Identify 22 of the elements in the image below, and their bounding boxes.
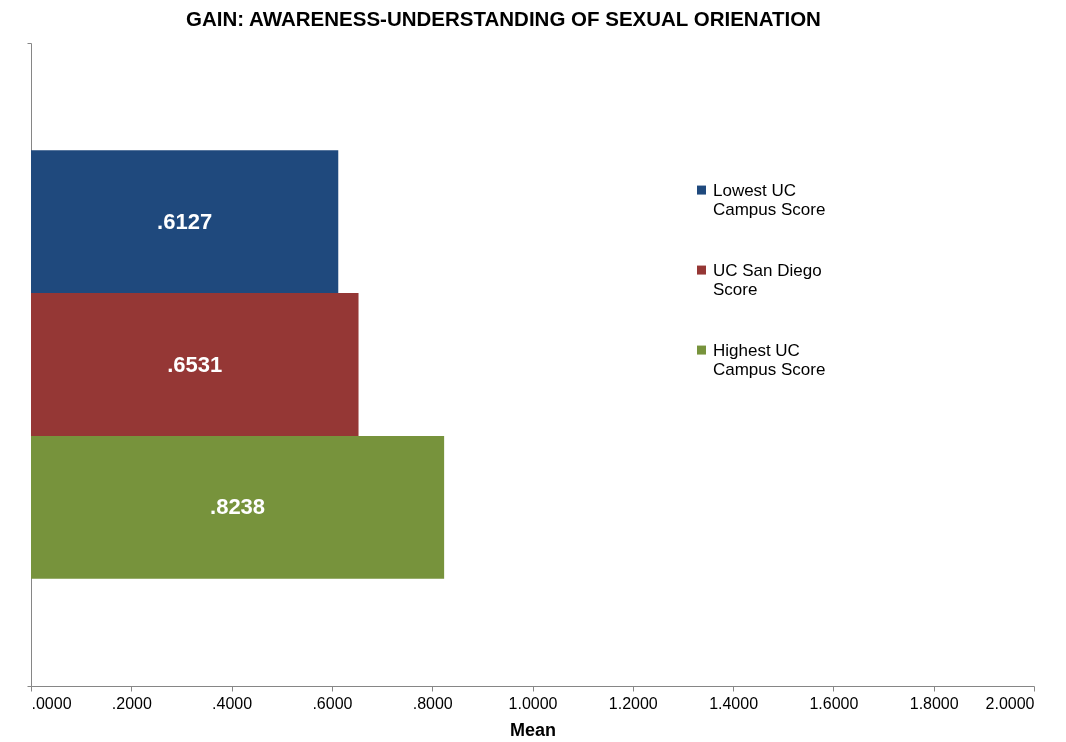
bar bbox=[31, 435, 445, 579]
legend-label: Highest UC Campus Score bbox=[712, 341, 826, 380]
x-tick-label: .6000 bbox=[312, 694, 353, 712]
data-label: .6127 bbox=[157, 208, 213, 234]
legend-label: UC San Diego Score bbox=[712, 261, 822, 300]
x-tick-label: .2000 bbox=[111, 694, 152, 712]
bar bbox=[31, 150, 339, 294]
x-axis-title: Mean bbox=[509, 719, 557, 740]
x-tick-label: .8000 bbox=[412, 694, 453, 712]
data-label: .6531 bbox=[167, 351, 223, 377]
x-tick-label: 1.6000 bbox=[809, 694, 859, 712]
legend-label: Lowest UC Campus Score bbox=[712, 181, 826, 220]
bar bbox=[31, 293, 359, 436]
x-tick-label: .4000 bbox=[212, 694, 253, 712]
x-tick-label: 1.4000 bbox=[709, 694, 759, 712]
x-tick-label: .0000 bbox=[31, 694, 72, 712]
data-label: .8238 bbox=[210, 494, 266, 520]
x-tick-label: 2.0000 bbox=[985, 694, 1035, 712]
x-tick-label: 1.8000 bbox=[909, 694, 959, 712]
chart-title: GAIN: AWARENESS-UNDERSTANDING OF SEXUAL ORIENATION bbox=[186, 6, 821, 30]
x-tick-label: 1.0000 bbox=[508, 694, 558, 712]
x-tick-label: 1.2000 bbox=[608, 694, 658, 712]
